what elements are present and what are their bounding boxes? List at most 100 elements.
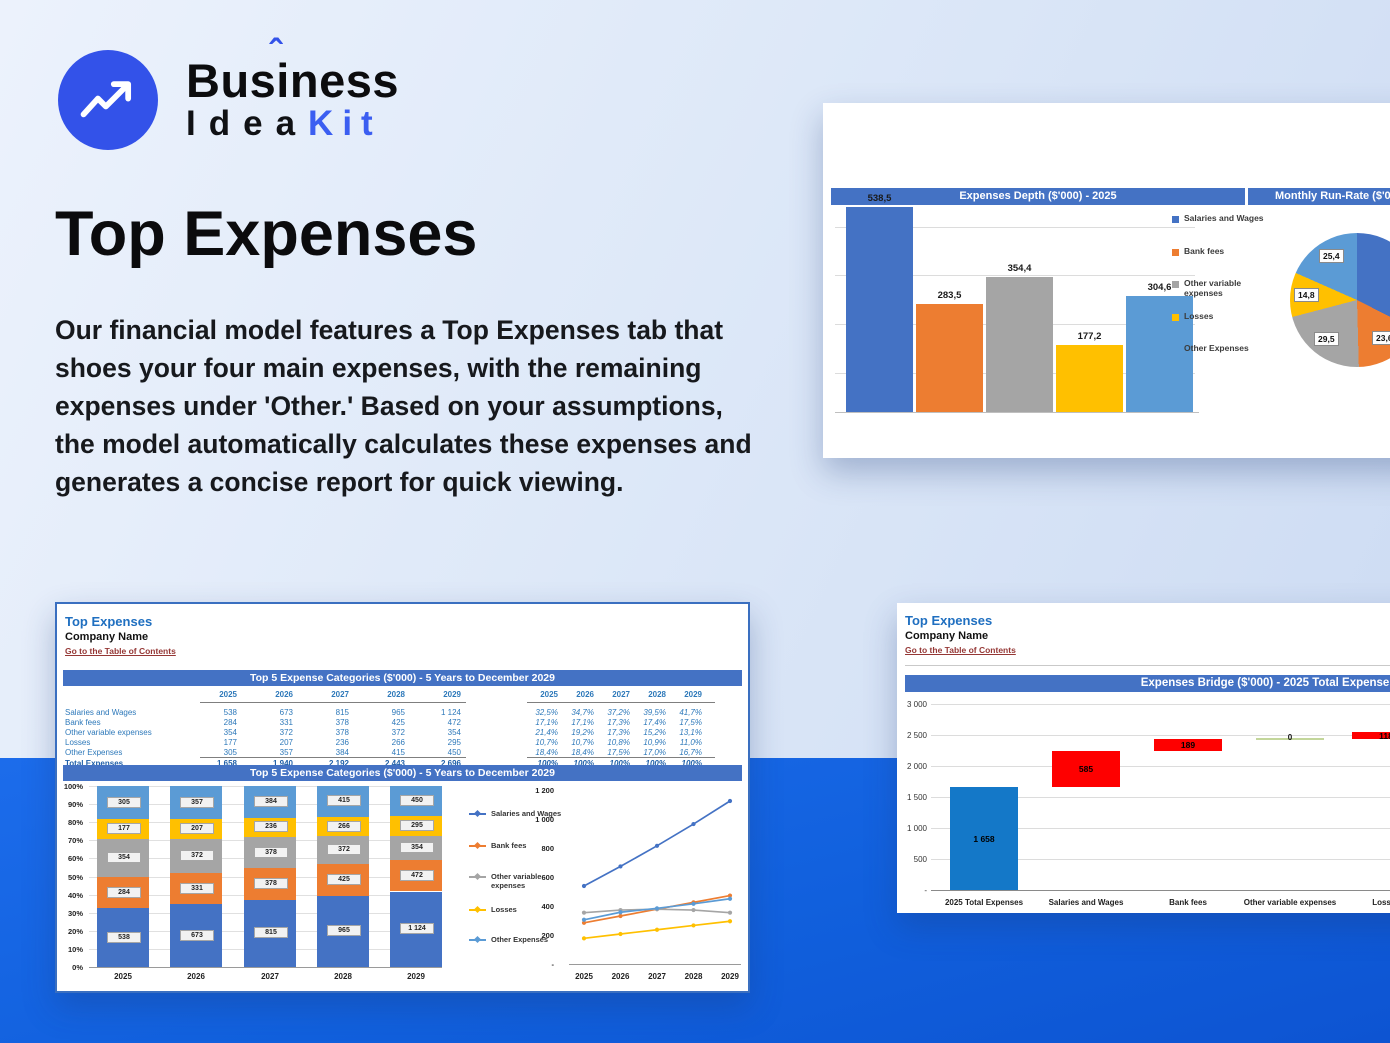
brand-word-pre: Bus (186, 54, 277, 108)
legend-label: Bank fees (491, 841, 527, 850)
year-header: 2029 (443, 690, 461, 699)
cell-pct: 17,5% (607, 748, 630, 757)
cell-pct: 10,8% (607, 738, 630, 747)
stack-value-chip: 295 (400, 820, 434, 832)
y-tick-label: 1 500 (906, 793, 927, 802)
line-marker (618, 864, 623, 869)
x-tick-label: 2027 (648, 972, 666, 981)
axis-line (931, 890, 1390, 891)
stack-value-chip: 815 (254, 927, 288, 939)
total-label: Total Expenses (65, 759, 124, 768)
cell-pct: 18,4% (535, 748, 558, 757)
hero-paragraph: Our financial model features a Top Expen… (55, 315, 752, 497)
bar-value-label: 354,4 (1007, 263, 1032, 274)
y-tick-label: 10% (67, 944, 83, 954)
line-marker (727, 919, 733, 924)
grid-line (931, 828, 1390, 829)
row-label: Salaries and Wages (65, 708, 137, 717)
y-tick-label: 200 (541, 931, 554, 940)
legend-label: Losses (491, 905, 517, 914)
top5-table-title-bar: Top 5 Expense Categories ($'000) - 5 Yea… (63, 670, 742, 686)
expenses-depth-card: Expenses Depth ($'000) - 2025 Monthly Ru… (823, 103, 1390, 458)
waterfall-bar (1352, 731, 1390, 740)
y-tick-label: 2 500 (906, 731, 927, 740)
x-tick-label: 2025 (114, 972, 132, 981)
grid-line (931, 797, 1390, 798)
cell-value: 673 (279, 708, 293, 717)
company-name: Company Name (905, 630, 989, 642)
stack-value-chip: 284 (107, 886, 141, 898)
line-marker (581, 883, 587, 889)
cell-pct: 18,4% (571, 748, 594, 757)
top5-chart-title-bar: Top 5 Expense Categories ($'000) - 5 Yea… (63, 765, 742, 781)
y-tick-label: 600 (541, 873, 554, 882)
y-tick-label: 1 000 (906, 824, 927, 833)
y-tick-label: 50% (67, 872, 83, 882)
bar (1126, 296, 1193, 412)
top5-line-legend: Salaries and Wages Bank fees Other variabl… (57, 604, 748, 991)
depth-chart-title-bar: Expenses Depth ($'000) - 2025 (831, 188, 1245, 205)
total-pct: 100% (609, 759, 630, 768)
line-marker (654, 843, 660, 848)
pie-value-chip: 23,6 (1372, 331, 1390, 345)
stack-value-chip: 965 (327, 925, 361, 937)
line-marker (727, 798, 733, 804)
legend-label: Other variable expenses (1184, 278, 1242, 298)
cell-value: 815 (335, 708, 349, 717)
pie-value-chip: 14,8 (1294, 288, 1319, 302)
legend-swatch (1172, 216, 1179, 223)
line-series (583, 800, 731, 887)
x-tick-label: 2025 (575, 972, 593, 981)
cell-pct: 13,1% (679, 728, 702, 737)
top5-table-title: Top 5 Expense Categories ($'000) - 5 Yea… (249, 672, 555, 684)
table-of-contents-link[interactable]: Go to the Table of Contents (905, 645, 1016, 655)
x-tick-label: Salaries and Wages (1048, 898, 1124, 907)
table-of-contents-link[interactable]: Go to the Table of Contents (65, 646, 176, 656)
legend-swatch (1172, 346, 1179, 353)
cell-pct: 21,4% (535, 728, 558, 737)
x-tick-label: 2026 (187, 972, 205, 981)
x-tick-label: 2026 (611, 972, 630, 981)
stack-value-chip: 354 (400, 841, 434, 853)
stack-value-chip: 207 (180, 822, 214, 834)
year-header: 2026 (576, 690, 594, 699)
y-tick-label: 3 000 (906, 700, 927, 709)
line-marker (581, 920, 587, 925)
line-marker (691, 907, 696, 913)
legend-label: Other Expenses (1184, 343, 1249, 353)
stack-value-chip: 378 (254, 878, 288, 890)
stack-value-chip: 372 (327, 844, 361, 856)
cell-value: 538 (223, 708, 237, 717)
cell-pct: 17,4% (643, 718, 666, 727)
row-label: Other Expenses (65, 748, 123, 757)
waterfall-bar (1154, 739, 1222, 751)
total-value: 2 192 (328, 759, 349, 768)
y-tick-label: - (551, 960, 555, 969)
runrate-chart-title-bar: Monthly Run-Rate ($'000) (1248, 188, 1390, 205)
axis-line (835, 412, 1199, 413)
waterfall-bar (950, 787, 1018, 890)
y-tick-label: 70% (67, 836, 83, 846)
cell-value: 378 (335, 718, 349, 727)
line-marker (654, 906, 660, 911)
y-tick-label: - (924, 886, 927, 895)
cell-value: 207 (279, 738, 293, 747)
cell-value: 305 (223, 748, 237, 757)
waterfall-value-label: 118 (1379, 730, 1390, 741)
top5-table: 2025 2025 2026 2026 2027 2027 2028 2028 2029 2029… (57, 604, 748, 991)
stack-value-chip: 305 (107, 796, 141, 808)
legend-label: Losses (1184, 311, 1214, 321)
y-tick-label: 500 (913, 855, 927, 864)
line-marker (618, 913, 623, 919)
line-marker (691, 821, 696, 827)
brand-logo: Bus ˆ iness IdeaKit (58, 34, 399, 150)
axis-line (569, 964, 741, 965)
stack-value-chip: 266 (327, 820, 361, 832)
cell-pct: 17,3% (607, 728, 630, 737)
cell-pct: 17,3% (607, 718, 630, 727)
bar-value-label: 283,5 (937, 290, 962, 301)
bar (916, 304, 983, 412)
x-tick-label: 2028 (334, 972, 352, 981)
total-pct: 100% (537, 759, 558, 768)
x-tick-label: Losses (1372, 898, 1390, 907)
